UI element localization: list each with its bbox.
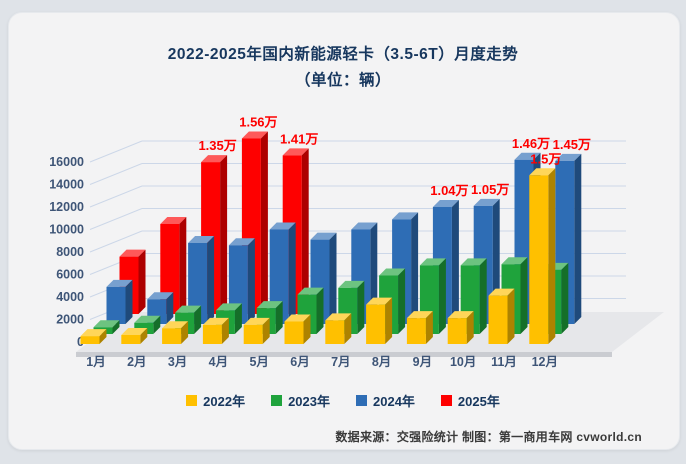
x-axis-label: 1月	[86, 355, 105, 369]
bar-2022年-3月	[162, 321, 189, 344]
chart-title-line1: 2022-2025年国内新能源轻卡（3.5-6T）月度走势	[167, 46, 519, 63]
legend-swatch	[440, 395, 452, 406]
chart-title: 2022-2025年国内新能源轻卡（3.5-6T）月度走势 （单位：辆）	[0, 42, 686, 93]
bar-2022年-8月	[366, 297, 393, 344]
legend-label: 2024年	[373, 394, 415, 409]
y-axis-label: 4000	[56, 290, 84, 304]
value-label: 1.04万	[430, 183, 468, 198]
y-axis-label: 12000	[49, 200, 84, 214]
y-axis-label: 6000	[56, 268, 84, 282]
x-axis-label: 5月	[249, 355, 268, 369]
legend-swatch	[356, 395, 367, 406]
bar-2024年-5月	[269, 222, 296, 324]
x-axis-label: 2月	[127, 355, 146, 369]
value-label: 1.45万	[553, 137, 591, 152]
legend-item-2022年: 2022年	[186, 391, 245, 410]
bar-2022年-11月	[488, 288, 515, 344]
legend-item-2023年: 2023年	[271, 391, 330, 410]
legend-item-2024年: 2024年	[356, 391, 415, 410]
value-label: 1.56万	[239, 115, 277, 130]
chart-legend: 2022年 2023年 2024年 2025年	[0, 391, 686, 410]
y-axis-label: 10000	[49, 223, 84, 237]
legend-label: 2022年	[203, 394, 246, 409]
x-axis-label: 11月	[491, 355, 517, 369]
legend-swatch	[271, 395, 283, 406]
chart-title-unit: （单位：辆）	[294, 71, 391, 89]
bar-2025年-2月	[160, 217, 187, 314]
bar-2022年-5月	[243, 317, 270, 344]
gridline-diagonal	[89, 230, 143, 253]
y-axis-label: 8000	[56, 245, 84, 259]
bar-2024年-1月	[106, 279, 133, 324]
bar-2022年-6月	[284, 314, 311, 344]
legend-label: 2023年	[288, 394, 330, 409]
y-axis-label: 2000	[56, 313, 84, 327]
bar-2022年-10月	[447, 311, 474, 344]
gridline-diagonal	[89, 163, 143, 185]
legend-item-2025年: 2025年	[440, 391, 500, 410]
bar-2022年-4月	[202, 317, 229, 344]
x-axis-label: 6月	[290, 355, 309, 369]
bar-2022年-9月	[406, 311, 433, 344]
bar-2024年-3月	[188, 236, 215, 324]
gridline-diagonal	[89, 140, 143, 163]
bar-2022年-12月	[529, 168, 556, 344]
legend-swatch	[186, 395, 198, 406]
bar-2022年-1月	[80, 329, 107, 344]
value-label: 1.41万	[280, 131, 318, 146]
bar-2024年-4月	[228, 238, 255, 324]
y-axis-label: 14000	[49, 178, 84, 192]
value-label: 1.5万	[530, 151, 561, 166]
x-axis-label: 12月	[532, 355, 558, 369]
legend-label: 2025年	[457, 394, 500, 409]
x-axis-label: 10月	[450, 355, 476, 369]
bar-2022年-2月	[121, 328, 148, 344]
x-axis-label: 4月	[209, 355, 228, 369]
gridline-diagonal	[89, 185, 143, 208]
data-source-footer: 数据来源：交强险统计 制图：第一商用车网 cvworld.cn	[335, 430, 642, 444]
x-axis-label: 9月	[413, 355, 432, 369]
gridline-diagonal	[89, 208, 143, 230]
x-axis-label: 8月	[372, 355, 391, 369]
x-axis-label: 7月	[331, 355, 350, 369]
y-axis-label: 16000	[49, 155, 84, 169]
bar-2022年-7月	[325, 313, 352, 344]
value-label: 1.46万	[512, 136, 550, 151]
value-label: 1.35万	[198, 138, 236, 153]
x-axis-label: 3月	[168, 355, 187, 369]
value-label: 1.05万	[471, 182, 509, 197]
chart-floor-edge	[76, 352, 612, 357]
